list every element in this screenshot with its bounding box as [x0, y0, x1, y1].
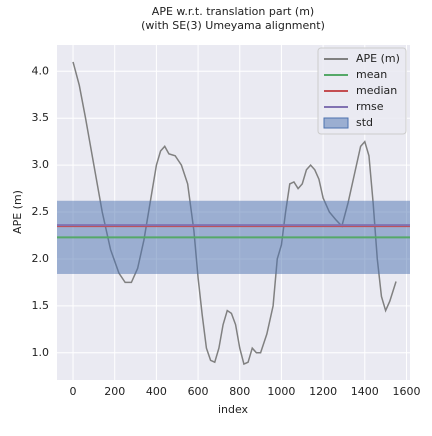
y-tick-label: 1.5 [32, 299, 50, 312]
y-tick-label: 3.5 [32, 111, 50, 124]
x-tick-label: 800 [229, 385, 250, 398]
y-tick-label: 2.0 [32, 252, 50, 265]
x-tick-label: 200 [104, 385, 125, 398]
y-tick-label: 3.0 [32, 158, 50, 171]
legend-label: rmse [356, 100, 384, 113]
legend-label: mean [356, 68, 387, 81]
x-tick-label: 1000 [267, 385, 295, 398]
legend-box [317, 47, 407, 135]
x-axis-label: index [218, 403, 249, 416]
x-tick-label: 1400 [351, 385, 379, 398]
chart-title: APE w.r.t. translation part (m) [152, 5, 314, 18]
legend-label: std [356, 116, 373, 129]
y-tick-label: 1.0 [32, 346, 50, 359]
y-axis-label: APE (m) [11, 190, 24, 234]
x-tick-label: 0 [70, 385, 77, 398]
x-tick-label: 1200 [309, 385, 337, 398]
chart-subtitle: (with SE(3) Umeyama alignment) [141, 19, 325, 32]
y-tick-label: 4.0 [32, 64, 50, 77]
legend-label: APE (m) [356, 52, 400, 65]
legend-label: median [356, 84, 397, 97]
x-tick-label: 600 [188, 385, 209, 398]
legend-swatch [323, 117, 349, 129]
y-tick-label: 2.5 [32, 205, 50, 218]
x-tick-label: 400 [146, 385, 167, 398]
x-tick-label: 1600 [392, 385, 420, 398]
